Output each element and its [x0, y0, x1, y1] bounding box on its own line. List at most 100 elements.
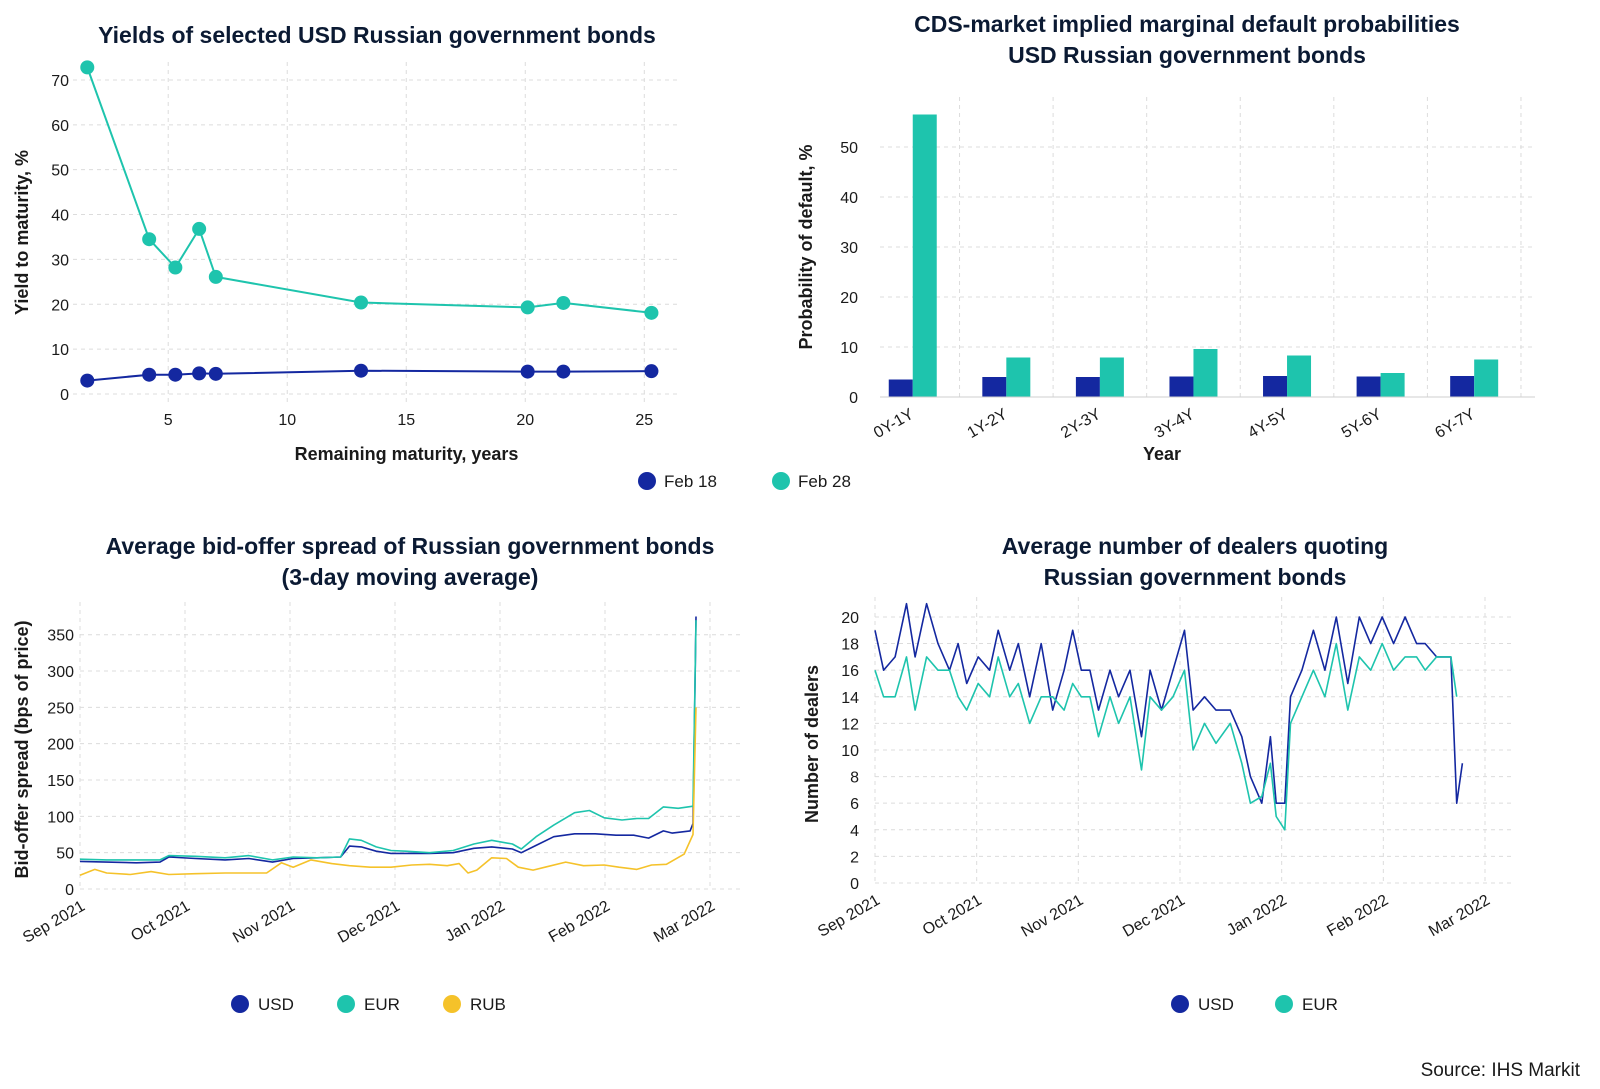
bar-feb-28: [1287, 355, 1312, 397]
legend-label-feb28: Feb 28: [798, 472, 851, 491]
data-point: [80, 373, 95, 388]
bar-feb-18: [982, 377, 1007, 397]
legend-marker-eur: [1275, 995, 1293, 1013]
x-tick-label: 6Y-7Y: [1432, 406, 1478, 442]
x-tick-label: Mar 2022: [1426, 892, 1493, 941]
y-tick-label: 40: [51, 208, 69, 225]
chart-title: Average number of dealers quoting: [1002, 533, 1388, 559]
y-tick-label: 40: [840, 190, 858, 207]
legend-label-eur: EUR: [1302, 995, 1338, 1014]
bid-offer-spread-chart: Average bid-offer spread of Russian gove…: [12, 533, 740, 947]
y-tick-label: 20: [841, 610, 859, 627]
x-tick-label: Oct 2021: [128, 898, 193, 945]
data-point: [208, 269, 223, 284]
bar-feb-18: [1075, 377, 1100, 397]
x-tick-label: 4Y-5Y: [1245, 406, 1291, 442]
data-point: [556, 295, 571, 310]
y-tick-label: 20: [51, 297, 69, 314]
legend-marker-rub: [443, 995, 461, 1013]
y-tick-label: 20: [840, 290, 858, 307]
data-point: [644, 364, 659, 379]
x-tick-label: 5Y-6Y: [1339, 406, 1385, 442]
y-tick-label: 50: [51, 163, 69, 180]
y-tick-label: 10: [840, 340, 858, 357]
y-tick-label: 10: [51, 342, 69, 359]
y-tick-label: 6: [850, 796, 859, 813]
x-tick-label: Nov 2021: [230, 898, 298, 947]
data-point: [208, 366, 223, 381]
data-point: [192, 366, 207, 381]
cds-default-probability-chart: CDS-market implied marginal default prob…: [796, 11, 1535, 464]
data-point: [354, 295, 369, 310]
series-line-usd: [79, 616, 697, 864]
x-tick-label: Feb 2022: [546, 898, 613, 947]
data-point: [192, 221, 207, 236]
bar-feb-18: [1169, 376, 1194, 397]
x-tick-label: Sep 2021: [20, 898, 88, 947]
y-tick-label: 14: [841, 690, 859, 707]
x-tick-label: Nov 2021: [1019, 892, 1087, 941]
y-tick-label: 0: [65, 882, 74, 899]
y-tick-label: 18: [841, 637, 859, 654]
y-tick-label: 16: [841, 663, 859, 680]
chart-title: Yields of selected USD Russian governmen…: [98, 22, 656, 48]
x-tick-label: 15: [397, 412, 415, 429]
chart-title: (3-day moving average): [282, 564, 539, 590]
chart-title: Russian government bonds: [1044, 564, 1347, 590]
data-point: [142, 367, 157, 382]
data-point: [520, 364, 535, 379]
y-tick-label: 150: [47, 773, 74, 790]
y-axis-label: Probability of default, %: [796, 144, 816, 349]
legend-dealers: USD EUR: [1171, 995, 1338, 1014]
data-point: [556, 364, 571, 379]
series-line-eur: [79, 620, 697, 861]
chart-title: Average bid-offer spread of Russian gove…: [106, 533, 715, 559]
bar-feb-18: [1356, 376, 1381, 397]
y-tick-label: 60: [51, 118, 69, 135]
data-point: [80, 60, 95, 75]
series-line-rub: [79, 707, 697, 876]
source-note: Source: IHS Markit: [1421, 1060, 1581, 1081]
y-tick-label: 4: [850, 823, 859, 840]
y-tick-label: 0: [850, 876, 859, 893]
x-tick-label: Mar 2022: [651, 898, 718, 947]
x-tick-label: 5: [164, 412, 173, 429]
y-tick-label: 200: [47, 737, 74, 754]
bar-feb-28: [1193, 349, 1218, 397]
x-tick-label: 10: [278, 412, 296, 429]
legend-spread: USD EUR RUB: [231, 995, 506, 1014]
series-line-eur: [874, 642, 1458, 831]
x-tick-label: Jan 2022: [442, 898, 508, 946]
y-axis-label: Number of dealers: [802, 665, 822, 823]
y-tick-label: 70: [51, 73, 69, 90]
x-tick-label: Oct 2021: [920, 892, 985, 939]
x-tick-label: 0Y-1Y: [871, 406, 917, 442]
data-point: [520, 300, 535, 315]
bar-feb-18: [1450, 376, 1475, 397]
data-point: [168, 260, 183, 275]
chart-title: CDS-market implied marginal default prob…: [914, 11, 1460, 37]
legend-marker-usd: [1171, 995, 1189, 1013]
bar-feb-28: [1474, 359, 1499, 397]
y-tick-label: 350: [47, 628, 74, 645]
y-tick-label: 30: [840, 240, 858, 257]
x-tick-label: 25: [635, 412, 653, 429]
x-tick-label: 2Y-3Y: [1058, 406, 1104, 442]
series-line-usd: [874, 602, 1464, 804]
x-tick-label: Jan 2022: [1224, 892, 1290, 940]
legend-marker-feb18: [638, 472, 656, 490]
bar-feb-28: [1006, 357, 1031, 397]
bar-feb-28: [1099, 357, 1124, 397]
y-tick-label: 2: [850, 849, 859, 866]
chart-title: USD Russian government bonds: [1008, 42, 1366, 68]
y-tick-label: 10: [841, 743, 859, 760]
x-tick-label: Feb 2022: [1324, 892, 1391, 941]
x-axis-label: Year: [1143, 444, 1181, 464]
y-tick-label: 0: [849, 390, 858, 407]
bar-feb-28: [912, 114, 937, 397]
legend-feb: Feb 18 Feb 28: [638, 472, 851, 491]
legend-label-usd: USD: [258, 995, 294, 1014]
legend-marker-feb28: [772, 472, 790, 490]
y-axis-label: Yield to maturity, %: [12, 150, 32, 315]
